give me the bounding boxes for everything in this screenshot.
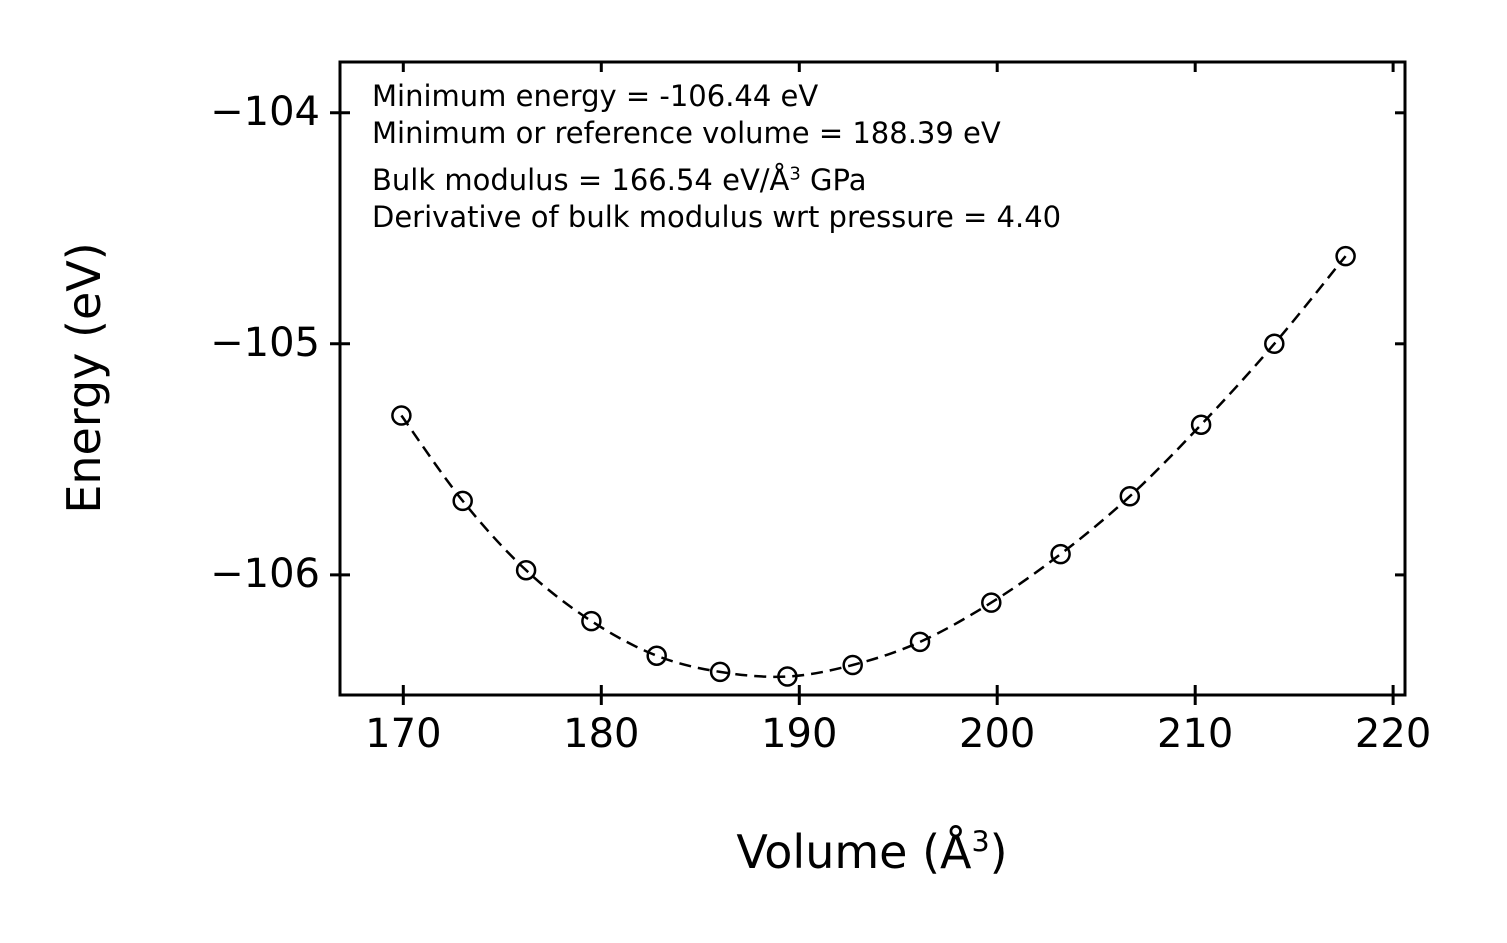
data-point-marker (842, 654, 863, 676)
data-point-marker (1050, 543, 1071, 565)
eos-fit-curve (400, 255, 1347, 679)
data-point-marker (1119, 486, 1141, 507)
annotation-bulk-modulus: Bulk modulus = 166.54 eV/Å3 GPa (372, 162, 1061, 199)
bulk-modulus-unit: GPa (800, 163, 867, 197)
data-point-marker (981, 592, 1002, 613)
x-axis-label-suffix: ) (989, 825, 1008, 879)
data-point-marker (1264, 333, 1285, 355)
y-tick-label: −104 (210, 88, 320, 135)
fit-results-annotation: Minimum energy = -106.44 eV Minimum or r… (372, 78, 1061, 236)
x-axis-label: Volume (Å3) (736, 825, 1007, 879)
annotation-minimum-volume: Minimum or reference volume = 188.39 eV (372, 116, 1001, 150)
x-tick-label: 190 (761, 711, 838, 757)
data-point-marker (1335, 245, 1356, 267)
x-axis-label-prefix: Volume (Å (736, 825, 972, 879)
bulk-modulus-superscript: 3 (789, 163, 801, 185)
plot-border (338, 60, 1407, 697)
x-tick-label: 210 (1156, 711, 1234, 757)
data-point-marker (646, 645, 667, 666)
data-point-marker (581, 610, 602, 632)
data-point-marker (391, 405, 412, 426)
y-axis-label: Energy (eV) (57, 242, 111, 514)
annotation-minimum-energy: Minimum energy = -106.44 eV (372, 79, 819, 113)
data-point-marker (709, 661, 731, 683)
data-point-marker (777, 666, 798, 687)
annotation-bulk-modulus-derivative: Derivative of bulk modulus wrt pressure … (372, 200, 1062, 234)
y-tick-label: −105 (210, 319, 320, 366)
data-point-marker (1190, 414, 1212, 435)
y-tick-label: −106 (210, 550, 320, 597)
data-point-marker (909, 631, 931, 653)
x-axis-label-superscript: 3 (971, 825, 990, 859)
x-tick-label: 170 (365, 711, 442, 757)
data-point-marker (515, 559, 537, 581)
x-tick-label: 180 (563, 711, 640, 757)
x-tick-label: 220 (1354, 711, 1432, 757)
x-tick-label: 200 (959, 711, 1036, 757)
data-point-marker (452, 490, 473, 512)
bulk-modulus-text: Bulk modulus = 166.54 eV/Å (372, 163, 790, 197)
